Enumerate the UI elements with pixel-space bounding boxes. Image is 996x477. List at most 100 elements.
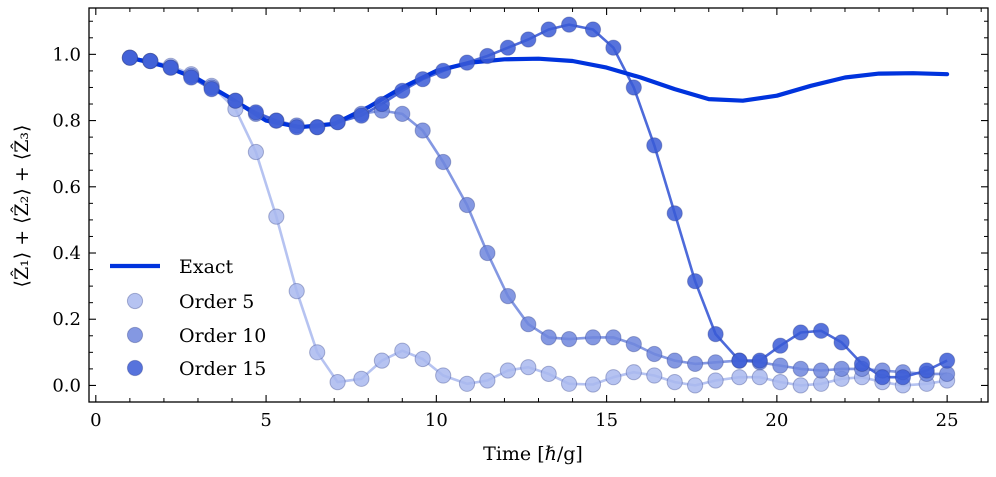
point-order-5: [666, 374, 683, 391]
x-tick-label: 5: [260, 410, 271, 431]
point-order-5: [751, 369, 768, 386]
point-order-15: [605, 39, 622, 56]
x-tick-label: 10: [425, 410, 448, 431]
point-order-15: [309, 119, 326, 136]
point-order-5: [247, 143, 264, 161]
y-tick-label: 0.4: [52, 243, 81, 264]
axes: 0 5 10 15 20 25 0.0 0.2 0.4 0.6 0.8 1.0: [52, 7, 989, 431]
point-order-5: [520, 359, 537, 376]
legend-order-15-label: Order 15: [179, 358, 266, 380]
point-order-15: [874, 369, 891, 386]
point-order-15: [687, 273, 704, 290]
point-order-15: [203, 81, 220, 98]
point-order-5: [605, 369, 622, 386]
point-order-15: [288, 119, 305, 136]
point-order-15: [329, 114, 346, 131]
point-order-5: [353, 370, 370, 387]
plot-area: [121, 16, 956, 394]
point-order-5: [584, 376, 602, 393]
point-order-5: [707, 372, 724, 389]
point-order-10: [435, 153, 452, 171]
point-order-5: [373, 352, 390, 369]
point-order-10: [833, 360, 850, 377]
point-order-10: [813, 362, 830, 379]
point-order-10: [772, 357, 789, 374]
point-order-15: [561, 16, 578, 33]
y-tick-label: 0.2: [52, 309, 81, 330]
point-order-15: [918, 362, 935, 379]
point-order-15: [183, 69, 200, 86]
point-order-5: [561, 375, 578, 392]
point-order-15: [227, 92, 244, 109]
point-order-15: [142, 52, 159, 70]
point-order-15: [373, 95, 390, 113]
point-order-10: [584, 329, 602, 346]
point-order-10: [687, 355, 704, 372]
point-order-5: [772, 374, 789, 391]
point-order-10: [625, 336, 642, 353]
x-tick-label: 0: [90, 410, 101, 431]
point-order-15: [499, 39, 516, 56]
x-tick-label: 25: [936, 410, 959, 431]
point-order-5: [479, 372, 496, 389]
legend-order-10-label: Order 10: [179, 325, 266, 347]
point-order-10: [394, 105, 411, 123]
point-order-10: [479, 244, 496, 262]
point-order-10: [561, 331, 578, 348]
plot-inner: [121, 16, 956, 394]
point-order-5: [731, 369, 748, 386]
y-tick-label: 0.6: [52, 177, 81, 198]
point-order-15: [540, 21, 557, 38]
series-line-order-5: [129, 56, 948, 387]
x-tick-label: 20: [765, 410, 788, 431]
point-order-15: [625, 79, 642, 96]
point-order-10: [414, 122, 431, 139]
point-order-5: [687, 377, 704, 394]
legend-order-5-label: Order 5: [179, 291, 254, 313]
point-order-15: [772, 337, 789, 354]
point-order-15: [584, 21, 602, 38]
y-axis-label: ⟨Ẑ₁⟩ + ⟨Ẑ₂⟩ + ⟨Ẑ₃⟩: [10, 125, 33, 288]
point-order-5: [540, 365, 557, 382]
point-order-5: [329, 374, 346, 391]
point-order-10: [666, 352, 683, 369]
y-tick-label: 1.0: [52, 44, 81, 65]
point-order-10: [707, 354, 724, 371]
point-order-15: [458, 54, 476, 71]
point-order-5: [625, 364, 642, 381]
point-order-10: [540, 329, 557, 346]
point-order-15: [813, 322, 830, 339]
point-order-15: [394, 82, 411, 99]
point-order-10: [792, 360, 809, 377]
point-order-15: [731, 352, 748, 369]
point-order-10: [520, 316, 537, 333]
point-order-15: [894, 369, 912, 386]
exact-line: [127, 55, 950, 130]
point-order-15: [520, 31, 537, 48]
point-order-15: [939, 352, 956, 369]
point-order-5: [394, 342, 411, 359]
point-order-15: [268, 112, 285, 129]
point-order-15: [435, 62, 452, 80]
point-order-15: [414, 71, 431, 88]
y-tick-label: 0.0: [52, 375, 81, 396]
point-order-15: [666, 205, 683, 222]
point-order-15: [853, 355, 871, 372]
legend-order-5-swatch: [126, 292, 144, 310]
legend-order-10-swatch: [126, 326, 144, 344]
point-order-5: [458, 375, 476, 392]
point-order-10: [605, 329, 622, 346]
point-order-5: [288, 283, 305, 300]
legend-order-15-swatch: [126, 359, 144, 377]
point-order-15: [247, 104, 264, 121]
point-order-15: [707, 326, 724, 343]
point-order-5: [646, 367, 663, 384]
point-order-15: [479, 47, 496, 65]
point-order-15: [792, 324, 809, 341]
point-order-5: [309, 344, 326, 361]
point-order-15: [751, 352, 768, 369]
legend-exact-label: Exact: [179, 256, 234, 278]
point-order-5: [435, 367, 452, 384]
x-tick-label: 15: [595, 410, 618, 431]
point-order-5: [268, 208, 285, 225]
